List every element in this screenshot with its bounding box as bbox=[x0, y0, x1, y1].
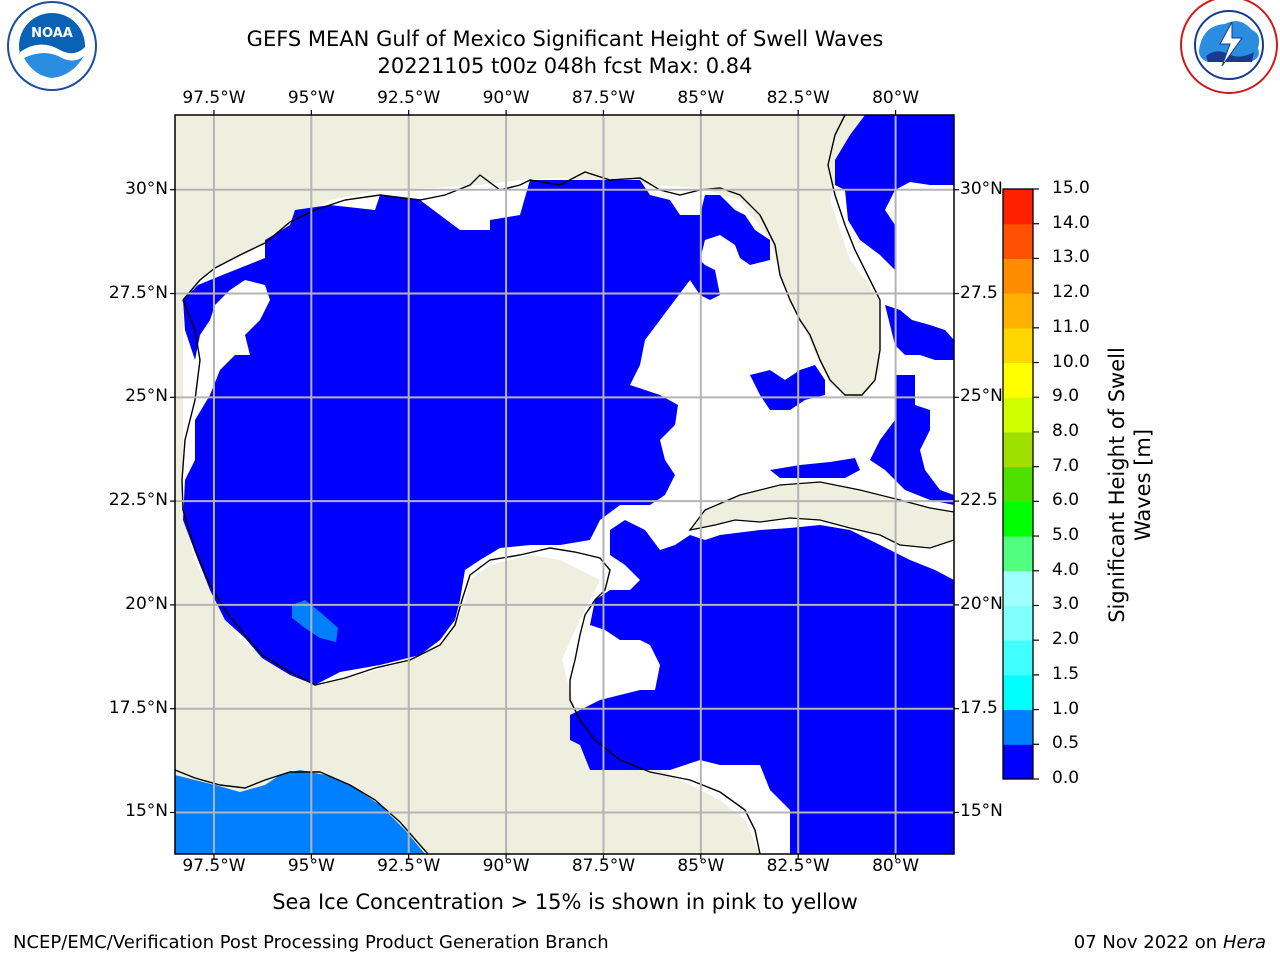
colorbar-tick-label: 12.0 bbox=[1052, 282, 1090, 303]
lon-label-top: 92.5°W bbox=[377, 88, 441, 108]
colorbar-tick-label: 3.0 bbox=[1052, 594, 1080, 615]
coastline-pacific bbox=[175, 769, 429, 854]
lat-label-left: 22.5°N bbox=[108, 490, 168, 511]
lon-label-top: 82.5°W bbox=[766, 88, 830, 108]
colorbar-tick-label: 0.5 bbox=[1052, 733, 1080, 754]
footer-date: 07 Nov 2022 on Hera bbox=[1074, 932, 1266, 953]
lon-label-top: 90°W bbox=[482, 88, 530, 108]
swell-field-east-bahamas bbox=[870, 375, 954, 505]
swell-field-west-gulf bbox=[183, 180, 770, 685]
footer-host: Hera bbox=[1222, 932, 1266, 953]
colorbar-tick-label: 11.0 bbox=[1052, 316, 1090, 337]
chart-subtitle: 20221105 t00z 048h fcst Max: 0.84 bbox=[377, 54, 753, 78]
cuba-land bbox=[688, 481, 954, 549]
lat-label-left: 15°N bbox=[125, 801, 168, 822]
lat-label-right: 20°N bbox=[960, 593, 1003, 614]
axis-ticks bbox=[170, 110, 959, 859]
swell-field-cuba-north bbox=[770, 458, 860, 478]
colorbar-swatch bbox=[1003, 362, 1033, 398]
colorbar-swatch bbox=[1003, 327, 1033, 364]
chart-title: GEFS MEAN Gulf of Mexico Significant Hei… bbox=[246, 27, 884, 51]
lon-label-bottom: 80°W bbox=[872, 856, 920, 876]
lat-label-left: 20°N bbox=[125, 593, 168, 614]
colorbar-swatch bbox=[1003, 397, 1033, 433]
colorbar-tick-label: 13.0 bbox=[1052, 247, 1090, 268]
colorbar-swatch bbox=[1003, 674, 1033, 711]
lon-label-top: 97.5°W bbox=[182, 88, 246, 108]
lat-label-right: 17.5 bbox=[960, 697, 998, 718]
colorbar-tick-label: 8.0 bbox=[1052, 420, 1080, 441]
colorbar-swatch bbox=[1003, 466, 1033, 502]
colorbar-tick-label: 14.0 bbox=[1052, 212, 1090, 233]
colorbar-swatch bbox=[1003, 431, 1033, 468]
coastline-texas-south bbox=[181, 299, 761, 854]
colorbar-swatch bbox=[1003, 258, 1033, 294]
lon-label-bottom: 95°W bbox=[287, 856, 335, 876]
colorbar-swatch bbox=[1003, 501, 1033, 537]
lat-label-left: 17.5°N bbox=[108, 697, 168, 718]
footer-date-text: 07 Nov 2022 on bbox=[1073, 932, 1218, 953]
colorbar-swatch bbox=[1003, 605, 1033, 641]
colorbar-swatch bbox=[1003, 293, 1033, 329]
colorbar-swatch bbox=[1003, 640, 1033, 676]
noaa-logo: NOAA bbox=[7, 1, 97, 91]
colorbar-tick-label: 5.0 bbox=[1052, 525, 1080, 546]
colorbar-tick-label: 2.0 bbox=[1052, 629, 1080, 650]
colorbar-frame bbox=[1002, 188, 1034, 780]
lon-label-top: 95°W bbox=[287, 88, 335, 108]
colorbar-title-line1: Significant Height of Swell bbox=[1105, 347, 1129, 623]
colorbar-tick-label: 9.0 bbox=[1052, 386, 1080, 407]
lat-label-right: 27.5 bbox=[960, 282, 998, 303]
lat-label-left: 30°N bbox=[125, 178, 168, 199]
colorbar-tick-label: 7.0 bbox=[1052, 455, 1080, 476]
colorbar bbox=[1002, 188, 1039, 780]
colorbar-tick-label: 4.0 bbox=[1052, 559, 1080, 580]
lat-label-left: 27.5°N bbox=[108, 282, 168, 303]
footer-credit: NCEP/EMC/Verification Post Processing Pr… bbox=[13, 932, 609, 953]
lat-label-left: 25°N bbox=[125, 386, 168, 407]
swell-field-caribbean bbox=[570, 520, 954, 854]
colorbar-tick-label: 15.0 bbox=[1052, 178, 1090, 198]
lon-label-bottom: 97.5°W bbox=[182, 856, 246, 876]
colorbar-tick-label: 1.0 bbox=[1052, 698, 1080, 719]
lat-label-right: 15°N bbox=[960, 801, 1003, 822]
colorbar-swatch bbox=[1003, 709, 1033, 745]
colorbar-swatch bbox=[1003, 536, 1033, 572]
colorbar-tick-label: 10.0 bbox=[1052, 351, 1090, 372]
colorbar-swatch bbox=[1003, 570, 1033, 606]
lat-label-right: 30°N bbox=[960, 178, 1003, 199]
lon-label-bottom: 85°W bbox=[677, 856, 725, 876]
sea-ice-note: Sea Ice Concentration > 15% is shown in … bbox=[272, 890, 858, 914]
lon-label-top: 87.5°W bbox=[571, 88, 636, 108]
colorbar-title-line2: Waves [m] bbox=[1131, 428, 1155, 542]
graticule bbox=[175, 115, 954, 854]
colorbar-swatch bbox=[1003, 223, 1033, 259]
colorbar-swatch bbox=[1003, 189, 1033, 225]
swell-field-atlantic bbox=[835, 115, 954, 270]
swell-mid-campeche bbox=[292, 600, 338, 642]
noaa-logo-text: NOAA bbox=[31, 26, 73, 41]
map-frame bbox=[174, 114, 955, 855]
nws-logo bbox=[1180, 0, 1278, 94]
lon-label-bottom: 82.5°W bbox=[766, 856, 830, 876]
colorbar-tick-label: 1.5 bbox=[1052, 663, 1080, 684]
swell-field-straits bbox=[750, 365, 825, 410]
lon-label-bottom: 90°W bbox=[482, 856, 530, 876]
swell-field-bahamas bbox=[885, 305, 954, 360]
lon-label-top: 80°W bbox=[872, 88, 920, 108]
lon-label-top: 85°W bbox=[677, 88, 725, 108]
lon-label-bottom: 92.5°W bbox=[377, 856, 441, 876]
colorbar-swatch bbox=[1003, 744, 1033, 780]
lat-label-right: 22.5 bbox=[960, 490, 998, 511]
lon-label-bottom: 87.5°W bbox=[571, 856, 636, 876]
lat-label-right: 25°N bbox=[960, 386, 1003, 407]
colorbar-tick-label: 0.0 bbox=[1052, 768, 1080, 788]
colorbar-tick-label: 6.0 bbox=[1052, 490, 1080, 511]
